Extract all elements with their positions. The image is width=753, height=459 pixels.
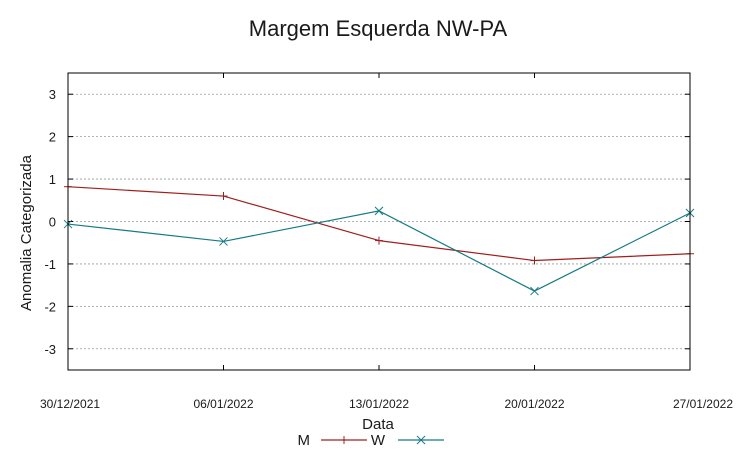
legend-marker: [340, 436, 348, 444]
x-tick-label: 20/01/2022: [504, 397, 564, 411]
x-tick-label: 30/12/2021: [40, 397, 100, 411]
y-tick-label: 1: [49, 172, 56, 187]
y-tick-label: 3: [49, 87, 56, 102]
data-point-M: [530, 256, 539, 265]
y-tick-label: -1: [44, 257, 56, 272]
y-axis-ticks: 3 2 1 0 -1 -2 -3: [44, 87, 690, 357]
legend-label: M: [298, 432, 311, 449]
x-tick-label: 06/01/2022: [193, 397, 253, 411]
gridlines: [68, 93, 690, 350]
x-tick-label: 13/01/2022: [349, 397, 409, 411]
data-point-W: [530, 286, 539, 296]
plot-frame: [67, 72, 691, 371]
y-tick-label: 0: [49, 215, 56, 230]
series-line-W: [67, 210, 691, 292]
legend-item-M: M: [298, 432, 367, 449]
series-M: [64, 182, 694, 265]
x-tick-label: 27/01/2022: [673, 397, 733, 411]
data-point-W: [374, 206, 384, 216]
y-tick-label: -3: [44, 342, 56, 357]
data-point-M: [219, 192, 228, 201]
series-W: [63, 206, 695, 296]
data-point-W: [219, 237, 228, 246]
legend-label: W: [371, 432, 386, 449]
chart-title: Margem Esquerda NW-PA: [249, 16, 508, 41]
series-line-M: [67, 186, 691, 262]
y-axis-label: Anomalia Categorizada: [18, 154, 35, 311]
x-axis-label: Data: [362, 416, 394, 433]
x-axis-ticks: 30/12/2021 06/01/2022 13/01/2022 20/01/2022…: [40, 73, 733, 411]
series-layer: [63, 182, 695, 296]
y-tick-label: -2: [44, 299, 56, 314]
legend-item-W: W: [371, 432, 444, 449]
legend-marker: [416, 435, 426, 445]
y-tick-label: 2: [49, 130, 56, 145]
data-point-M: [375, 236, 383, 245]
